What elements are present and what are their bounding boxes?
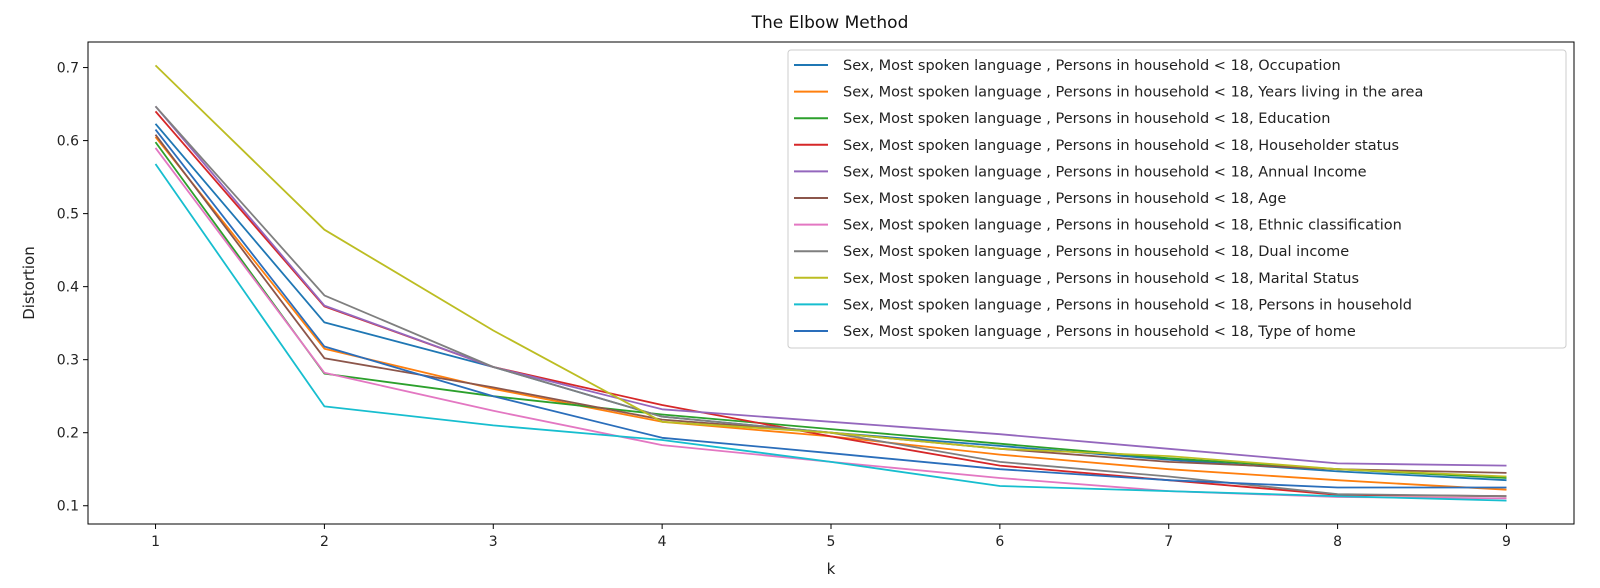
x-tick-label: 8 bbox=[1333, 534, 1342, 550]
series-line-9 bbox=[154, 64, 1507, 478]
legend-entry: Sex, Most spoken language , Persons in h… bbox=[843, 191, 1286, 207]
plot-frame bbox=[87, 41, 1575, 525]
series-lines bbox=[154, 64, 1507, 502]
series-line-5 bbox=[154, 105, 1507, 467]
x-tick-label: 2 bbox=[320, 534, 329, 550]
y-axis-label: Distortion bbox=[20, 246, 38, 320]
x-tick-label: 9 bbox=[1502, 534, 1511, 550]
x-tick-label: 3 bbox=[489, 534, 498, 550]
legend-entry: Sex, Most spoken language , Persons in h… bbox=[843, 58, 1341, 74]
y-axis: 0.1 0.2 0.3 0.4 0.5 0.6 0.7 bbox=[57, 61, 88, 515]
y-tick-label: 0.2 bbox=[57, 426, 79, 442]
series-line-10 bbox=[154, 163, 1507, 502]
x-tick-label: 4 bbox=[658, 534, 667, 550]
legend-box bbox=[787, 49, 1567, 349]
legend-entry: Sex, Most spoken language , Persons in h… bbox=[843, 138, 1399, 154]
legend: Sex, Most spoken language , Persons in h… bbox=[787, 49, 1567, 349]
y-tick-label: 0.3 bbox=[57, 353, 79, 369]
legend-entry: Sex, Most spoken language , Persons in h… bbox=[843, 271, 1359, 287]
legend-entry: Sex, Most spoken language , Persons in h… bbox=[843, 324, 1356, 340]
legend-entry: Sex, Most spoken language , Persons in h… bbox=[843, 218, 1402, 234]
legend-entry: Sex, Most spoken language , Persons in h… bbox=[843, 85, 1423, 101]
y-tick-label: 0.4 bbox=[57, 280, 79, 296]
y-tick-label: 0.7 bbox=[57, 61, 79, 77]
series-line-11 bbox=[154, 129, 1507, 489]
y-tick-label: 0.5 bbox=[57, 207, 79, 223]
y-tick-label: 0.6 bbox=[57, 134, 79, 150]
y-tick-label: 0.1 bbox=[57, 499, 79, 515]
legend-entry: Sex, Most spoken language , Persons in h… bbox=[843, 297, 1412, 313]
x-axis: 1 2 3 4 5 6 7 8 9 bbox=[151, 524, 1511, 550]
x-tick-label: 1 bbox=[151, 534, 160, 550]
x-axis-label: k bbox=[827, 560, 836, 578]
x-tick-label: 6 bbox=[995, 534, 1004, 550]
chart-title: The Elbow Method bbox=[751, 13, 909, 33]
legend-entry: Sex, Most spoken language , Persons in h… bbox=[843, 111, 1330, 127]
legend-entry: Sex, Most spoken language , Persons in h… bbox=[843, 244, 1349, 260]
x-tick-label: 5 bbox=[827, 534, 836, 550]
legend-entry: Sex, Most spoken language , Persons in h… bbox=[843, 164, 1367, 180]
x-tick-label: 7 bbox=[1164, 534, 1173, 550]
